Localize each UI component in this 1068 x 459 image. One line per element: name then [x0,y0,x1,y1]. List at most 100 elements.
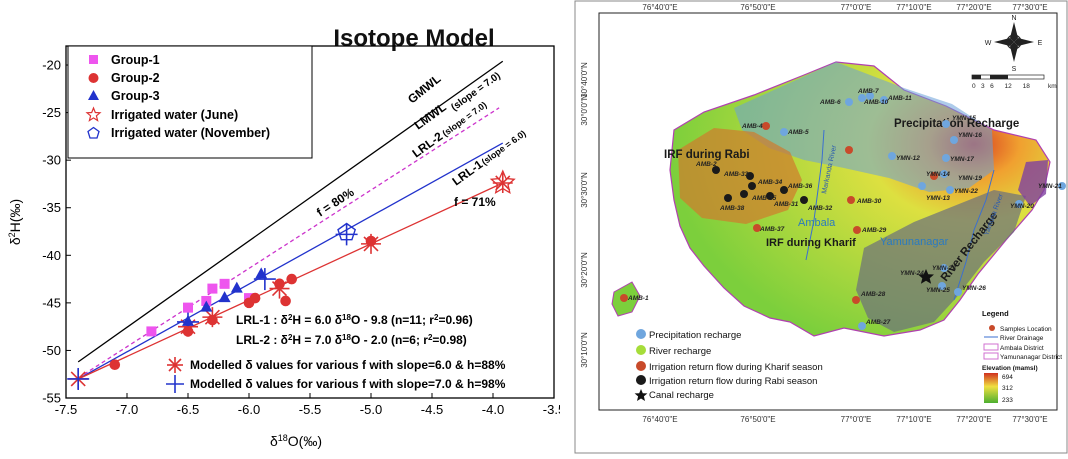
sample-point [954,288,962,296]
legend-june: Irrigated water (June) [111,108,238,122]
key-canal-marker [634,389,648,401]
y-tick-label: -45 [42,295,61,310]
group-3-point [255,267,268,279]
compass-e: E [1038,40,1043,47]
group-1-point [207,283,218,294]
x-tick-label: -5.0 [360,402,382,417]
key-river-marker [636,345,646,355]
lon-label: 76°40'0"E [642,3,677,12]
sample-label: YMN-25 [926,287,950,294]
zone-label-irf-kharif: IRF during Kharif [766,237,856,249]
legend-yamunanagar-marker [983,352,999,360]
lon-label: 77°20'0"E [956,3,991,12]
y-tick-label: -20 [42,58,61,73]
sample-label: AMB-30 [856,198,882,205]
legend-group3-marker [88,90,99,100]
legend-title: Legend [982,309,1009,318]
sample-point [724,194,732,202]
sample-point [918,182,926,190]
legend-samples-marker [989,325,995,331]
modelled-point-slope7 [253,268,276,291]
legend-group3: Group-3 [111,89,160,103]
lat-label: 30°30'0"N [580,172,589,208]
zone-label-ambala: Ambala [798,217,836,229]
sample-label: YMN-19 [958,175,982,182]
legend-group1-marker [89,55,98,64]
legend-box [67,45,313,159]
sample-label: YMN-20 [1010,203,1034,210]
sample-label: AMB-7 [857,88,879,95]
legend-elevation-max: 694 [1002,374,1013,381]
sample-label: YMN-21 [1038,183,1062,190]
scale-bar-segment [990,75,1008,79]
sample-label: AMB-32 [807,205,833,212]
data-points [67,169,516,390]
sample-point [880,96,888,104]
sample-label: YMN-14 [926,171,950,178]
sample-labels: AMB-6 AMB-7 AMB-10 AMB-11 AMB-4 AMB-5 AM… [627,88,1062,326]
lon-label: 77°10'0"E [896,415,931,424]
sample-point [950,136,958,144]
compass-rose: N S W E [985,15,1043,73]
sample-label: AMB-34 [757,179,783,186]
lmwl-line [77,107,500,379]
sample-label: YMN-23 [932,265,956,272]
sample-point [748,182,756,190]
modelled-slope7-marker [166,375,184,393]
scale-numbers: 0 3 6 12 18 [972,83,1030,90]
gmwl-line [77,60,504,363]
modelled-slope6-text: Modelled δ values for various f with slo… [190,358,506,372]
group-1-point [219,278,230,289]
sample-label: AMB-37 [759,226,785,233]
lon-labels: 76°40'0"E 76°50'0"E 77°0'0"E 77°10'0"E 7… [642,3,1047,424]
lat-label: 30°40'0"N [580,62,589,98]
y-ticks: -55 -50 -45 -40 -35 -30 -25 -20 [42,58,71,406]
x-tick-label: -4.0 [482,402,504,417]
sample-label: AMB-2 [695,161,717,168]
sample-point [800,196,808,204]
recharge-map: 76°40'0"E 76°50'0"E 77°0'0"E 77°10'0"E 7… [574,0,1068,454]
canal-recharge-star [918,269,934,284]
group-2-point [286,273,298,285]
sample-label: YMN-24 [900,270,924,277]
key-rabi-marker [636,375,646,385]
sample-point [753,224,761,232]
sample-point [938,282,946,290]
sample-label: AMB-4 [741,123,763,130]
sample-label: AMB-35 [751,195,777,202]
lon-label: 77°0'0"E [841,3,872,12]
legend-group2: Group-2 [111,71,160,85]
x-ticks: -7.5 -7.0 -6.5 -6.0 -5.5 -5.0 -4.5 -4.0 -3.5 [55,393,565,417]
sample-label: AMB-10 [863,99,889,106]
markanda-river [805,129,825,261]
high-elevation-zone [1018,160,1048,206]
sample-point [852,296,860,304]
legend-samples: Samples Location [1000,326,1052,333]
sample-point [858,94,866,102]
y-tick-label: -55 [42,391,61,406]
legend-ambala-marker [983,343,999,351]
lon-label: 77°30'0"E [1012,3,1047,12]
lat-label: 30°20'0"N [580,252,589,288]
y-axis-label: δ2H(‰) [7,199,23,245]
sample-point [942,154,950,162]
sample-point [780,128,788,136]
compass-ring [1006,34,1022,50]
lat-label: 30°0'0"N [580,94,589,125]
sample-label: YMN-13 [926,195,950,202]
isotope-chart-panel: Isotope Model -7.5 -7.0 -6.5 -6.0 -5.5 -5.0 -4… [7,25,565,449]
x-tick-label: -7.0 [116,402,138,417]
zone-label-irf-rabi: IRF during Rabi [664,149,750,161]
samples-rabi [712,166,808,204]
lat-label: 30°10'0"N [580,332,589,368]
group-2-point [182,326,194,337]
chart-title: Isotope Model [333,25,494,52]
key-kharif-marker [636,361,646,371]
irrigated-water-june-point [489,169,516,195]
x-tick-label: -6.5 [177,402,199,417]
legend-ambala: Ambala District [1000,345,1044,352]
compass-north-arrow [1010,22,1018,42]
sample-label: AMB-5 [787,129,809,136]
irf-rabi-zone [678,128,802,224]
